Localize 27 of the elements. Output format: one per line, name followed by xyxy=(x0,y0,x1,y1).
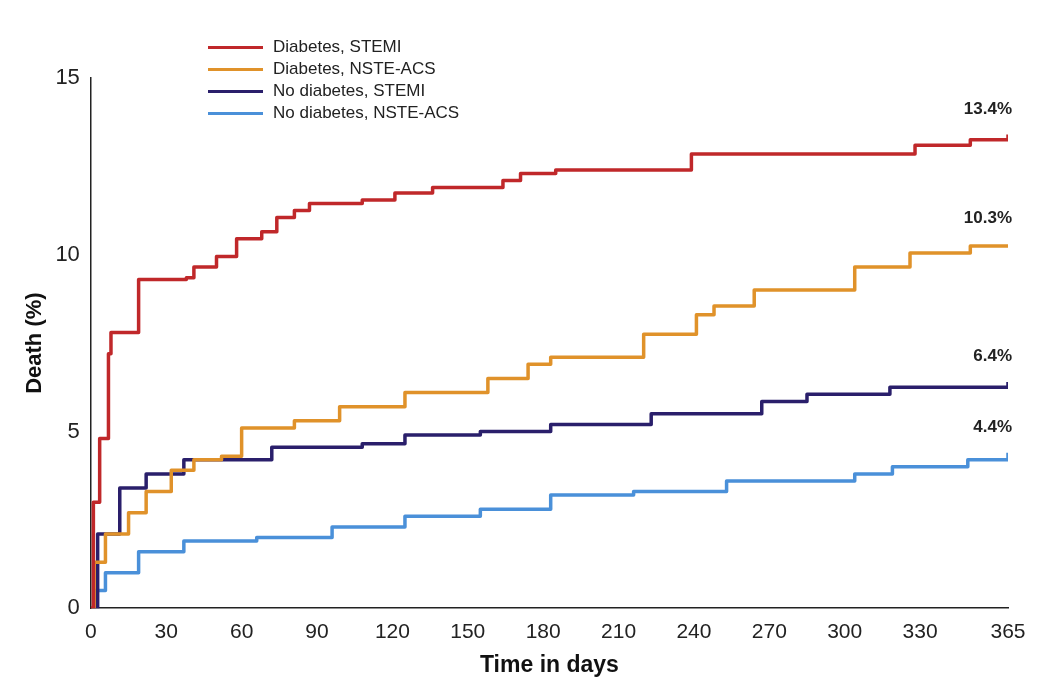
x-tick-label: 30 xyxy=(154,618,178,642)
x-tick-label: 210 xyxy=(601,618,637,642)
x-tick-label: 120 xyxy=(374,618,410,642)
x-tick-label: 90 xyxy=(305,618,329,642)
y-tick-label: 5 xyxy=(67,417,80,443)
x-tick-label: 60 xyxy=(229,618,254,642)
x-tick-label: 240 xyxy=(676,618,712,642)
y-tick-label: 10 xyxy=(55,240,80,266)
x-tick-label: 330 xyxy=(902,618,938,642)
x-tick-label: 150 xyxy=(450,618,486,642)
legend-label: Diabetes, NSTE-ACS xyxy=(273,58,436,80)
annotation: 10.3% xyxy=(962,208,1012,229)
legend-label: No diabetes, STEMI xyxy=(273,80,426,102)
annotation: 13.4% xyxy=(962,98,1012,119)
y-tick-label: 15 xyxy=(55,64,80,90)
legend-label: No diabetes, NSTE-ACS xyxy=(273,102,460,124)
annotation: 4.4% xyxy=(972,416,1012,437)
x-tick-label: 365 xyxy=(990,618,1026,642)
annotation: 6.4% xyxy=(972,345,1012,366)
x-axis-title: Time in days xyxy=(479,650,619,677)
x-tick-label: 300 xyxy=(827,618,863,642)
x-tick-label: 0 xyxy=(85,618,97,642)
x-tick-label: 270 xyxy=(751,618,787,642)
y-tick-label: 0 xyxy=(67,594,80,620)
x-tick-label: 180 xyxy=(525,618,561,642)
y-axis-title: Death (%) xyxy=(21,292,47,394)
legend-label: Diabetes, STEMI xyxy=(273,36,402,58)
